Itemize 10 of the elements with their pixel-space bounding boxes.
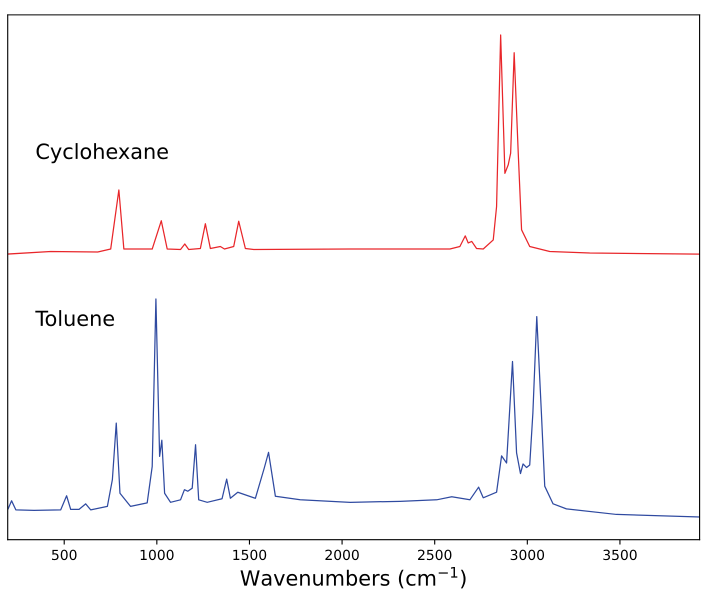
x-tick-label: 2000 [325, 550, 359, 560]
x-tick-label: 2500 [418, 550, 452, 560]
series-label: Cyclohexane [36, 143, 168, 164]
x-tick-label: 1500 [233, 550, 266, 560]
x-tick-label: 3000 [510, 550, 544, 560]
x-axis-title: Wavenumbers (cm$^{−1}$) [240, 566, 466, 588]
x-tick-label: 1000 [140, 550, 174, 560]
x-tick-label: 3500 [603, 550, 637, 560]
x-tick-label: 500 [52, 550, 77, 560]
series-label: Toluene [35, 310, 114, 326]
